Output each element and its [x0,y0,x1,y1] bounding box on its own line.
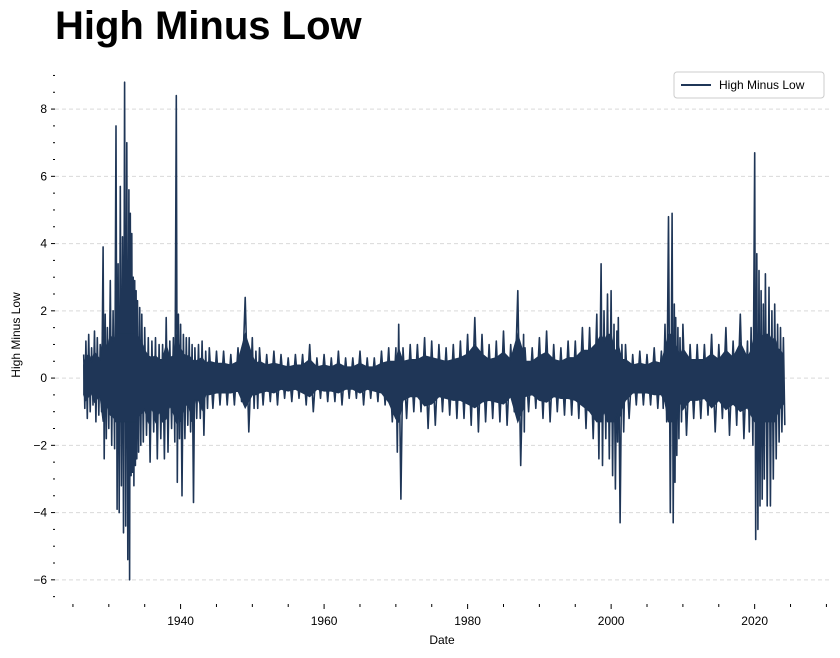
y-axis-label: High Minus Low [9,292,23,378]
x-tick-label: 2020 [741,614,768,628]
y-tick-label: 4 [40,237,47,251]
x-tick-label: 1960 [311,614,338,628]
x-axis: 1940 1960 1980 2000 2020 [72,604,827,628]
grid [55,108,830,581]
y-tick-label: 8 [40,102,47,116]
y-tick-label: −2 [33,438,47,452]
chart-title: High Minus Low [55,4,363,48]
legend-box [673,71,825,99]
x-tick-label: 2000 [598,614,625,628]
series-line [82,81,786,581]
y-axis: −6 −4 −2 0 2 4 6 8 [33,74,55,598]
series-band [83,332,784,425]
x-axis-label: Date [429,633,455,647]
y-tick-label: 6 [40,169,47,183]
legend-label: High Minus Low [719,78,805,92]
y-tick-label: 2 [40,304,47,318]
y-tick-label: 0 [40,371,47,385]
legend: High Minus Low [673,71,825,99]
y-tick-label: −4 [33,506,47,520]
y-tick-label: −6 [33,573,47,587]
x-tick-label: 1980 [454,614,481,628]
x-tick-label: 1940 [167,614,194,628]
series-layer [82,81,786,581]
